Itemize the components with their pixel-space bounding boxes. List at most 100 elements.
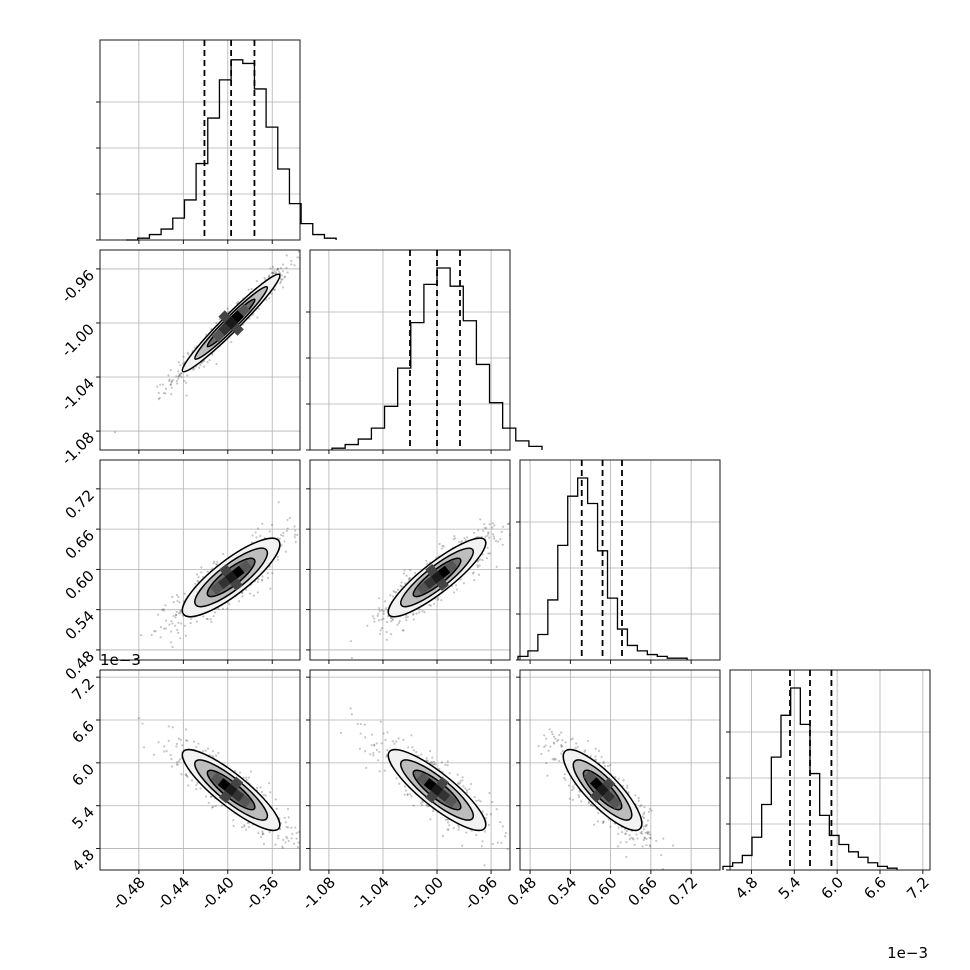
scatter-point — [301, 527, 303, 529]
scatter-point — [277, 270, 281, 273]
scatter-point — [168, 379, 171, 383]
scatter-point — [162, 392, 166, 395]
scatter-point — [444, 763, 447, 766]
scatter-point — [389, 616, 393, 620]
scatter-point — [391, 617, 394, 620]
scatter-point — [397, 737, 400, 740]
scatter-point — [187, 784, 190, 787]
scatter-point — [193, 367, 196, 370]
scatter-point — [141, 722, 144, 725]
scatter-point — [226, 307, 229, 310]
scatter-point — [247, 288, 250, 291]
scatter-point — [237, 300, 240, 304]
scatter-point — [487, 531, 490, 534]
density-bin — [608, 796, 622, 810]
scatter-point — [672, 844, 675, 847]
scatter-point — [597, 749, 601, 753]
scatter-point — [625, 829, 628, 833]
scatter-point — [455, 588, 458, 591]
histogram-step — [126, 59, 337, 241]
scatter-point — [560, 731, 563, 734]
density-bin — [436, 578, 449, 591]
scatter-point — [426, 759, 429, 763]
scatter-point — [419, 802, 422, 805]
y-tick-label: 6.0 — [68, 760, 98, 790]
scatter-point — [460, 539, 463, 543]
scatter-point — [426, 805, 429, 808]
scatter-point — [386, 749, 389, 752]
scatter-point — [645, 837, 648, 840]
scatter-point — [403, 569, 406, 572]
scatter-point — [637, 799, 640, 802]
scatter-point — [459, 782, 462, 785]
scatter-point — [293, 525, 296, 528]
scatter-point — [577, 795, 581, 799]
scatter-point — [169, 641, 173, 644]
scatter-point — [494, 539, 498, 543]
scatter-point — [609, 825, 612, 828]
scatter-point — [211, 750, 215, 753]
scatter-point — [214, 804, 217, 808]
scatter-point — [373, 620, 376, 623]
scatter-point — [213, 611, 217, 614]
scatter-point — [392, 590, 395, 593]
scatter-point — [211, 567, 214, 570]
scatter-point — [209, 618, 212, 621]
scatter-point — [504, 835, 507, 838]
scatter-point — [511, 849, 513, 851]
scatter-point — [401, 629, 405, 632]
scatter-point — [170, 757, 173, 760]
scatter-point — [382, 612, 385, 615]
scatter-point — [597, 811, 600, 815]
scatter-point — [429, 749, 432, 753]
scatter-point — [437, 597, 440, 600]
scatter-point — [487, 532, 490, 535]
x-offset-label: 1e−3 — [887, 944, 928, 962]
scatter-point — [431, 763, 434, 766]
scatter-point — [380, 742, 383, 745]
x-tick-label: -1.00 — [407, 873, 447, 913]
scatter-point — [183, 379, 186, 382]
scatter-point — [432, 602, 436, 605]
scatter-point — [195, 573, 199, 576]
scatter-point — [421, 610, 424, 613]
density-core — [583, 770, 622, 810]
scatter-point — [177, 612, 181, 615]
scatter-point — [421, 801, 424, 804]
scatter-point — [410, 734, 413, 737]
scatter-point — [491, 842, 494, 846]
scatter-point — [177, 375, 180, 378]
y-offset-label: 1e−3 — [100, 651, 141, 669]
scatter-point — [290, 263, 293, 266]
scatter-point — [303, 857, 305, 859]
scatter-point — [295, 837, 298, 840]
scatter-point — [493, 524, 496, 527]
scatter-point — [446, 764, 449, 767]
scatter-point — [576, 745, 579, 748]
y-tick-label: 0.66 — [62, 526, 98, 562]
scatter-point — [462, 785, 465, 788]
scatter-point — [400, 585, 403, 588]
scatter-point — [642, 825, 645, 828]
scatter-point — [646, 831, 649, 835]
scatter-point — [621, 831, 624, 834]
scatter-point — [594, 747, 597, 750]
scatter-point — [617, 832, 620, 836]
scatter-point — [243, 825, 246, 828]
scatter-point — [425, 759, 428, 762]
scatter-point — [285, 529, 289, 533]
scatter-point — [438, 542, 441, 546]
scatter-point — [153, 630, 156, 633]
scatter-point — [444, 818, 447, 821]
density-bin — [230, 776, 244, 790]
scatter-point — [453, 534, 456, 538]
scatter-point — [196, 579, 199, 582]
scatter-point — [626, 784, 629, 787]
scatter-point — [268, 530, 271, 533]
scatter-point — [180, 372, 183, 375]
scatter-point — [598, 761, 601, 764]
scatter-point — [175, 613, 178, 617]
scatter-point — [334, 838, 336, 840]
scatter-point — [184, 773, 187, 776]
scatter-point — [553, 757, 556, 760]
